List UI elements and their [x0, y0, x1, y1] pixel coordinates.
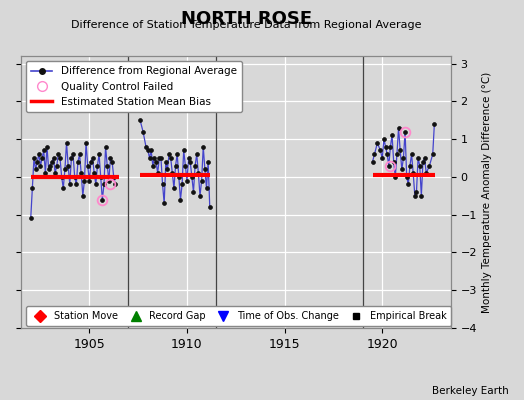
Text: Berkeley Earth: Berkeley Earth: [432, 386, 508, 396]
Legend: Station Move, Record Gap, Time of Obs. Change, Empirical Break: Station Move, Record Gap, Time of Obs. C…: [26, 306, 452, 326]
Y-axis label: Monthly Temperature Anomaly Difference (°C): Monthly Temperature Anomaly Difference (…: [483, 71, 493, 313]
Text: NORTH ROSE: NORTH ROSE: [181, 10, 312, 28]
Text: Difference of Station Temperature Data from Regional Average: Difference of Station Temperature Data f…: [71, 20, 421, 30]
